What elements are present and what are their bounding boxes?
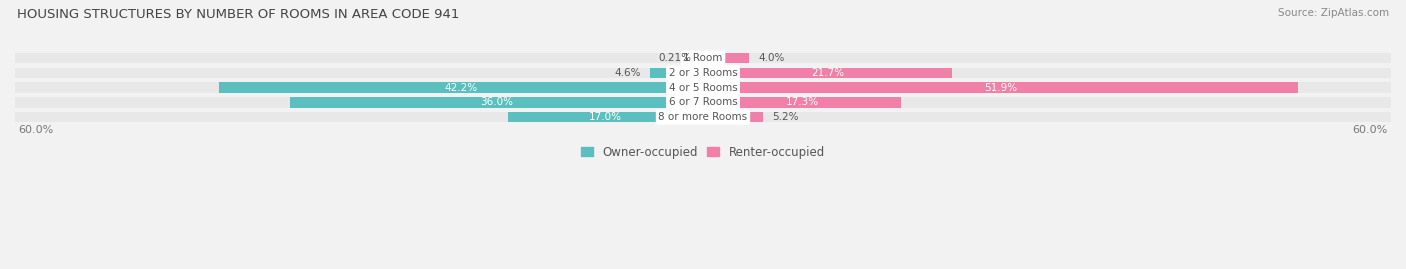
Bar — [703, 82, 1298, 93]
Text: HOUSING STRUCTURES BY NUMBER OF ROOMS IN AREA CODE 941: HOUSING STRUCTURES BY NUMBER OF ROOMS IN… — [17, 8, 460, 21]
Text: 8 or more Rooms: 8 or more Rooms — [658, 112, 748, 122]
Bar — [290, 97, 703, 108]
Bar — [700, 53, 703, 63]
Text: 6 or 7 Rooms: 6 or 7 Rooms — [669, 97, 737, 107]
Text: 60.0%: 60.0% — [18, 125, 53, 136]
Text: 60.0%: 60.0% — [1353, 125, 1388, 136]
Bar — [15, 53, 1391, 63]
Bar — [15, 68, 1391, 78]
Text: 17.3%: 17.3% — [786, 97, 818, 107]
Text: 4.0%: 4.0% — [758, 53, 785, 63]
Bar — [15, 112, 1391, 122]
Text: 4 or 5 Rooms: 4 or 5 Rooms — [669, 83, 737, 93]
Bar — [508, 112, 703, 122]
Text: 4.6%: 4.6% — [614, 68, 641, 78]
Bar — [703, 97, 901, 108]
Text: 2 or 3 Rooms: 2 or 3 Rooms — [669, 68, 737, 78]
Text: 36.0%: 36.0% — [479, 97, 513, 107]
Bar — [703, 68, 952, 78]
Bar — [15, 97, 1391, 108]
Bar — [703, 53, 749, 63]
Bar — [650, 68, 703, 78]
Text: 51.9%: 51.9% — [984, 83, 1017, 93]
Bar — [703, 112, 762, 122]
Text: 5.2%: 5.2% — [772, 112, 799, 122]
Text: 42.2%: 42.2% — [444, 83, 478, 93]
Bar — [219, 82, 703, 93]
Text: 17.0%: 17.0% — [589, 112, 621, 122]
Text: 21.7%: 21.7% — [811, 68, 844, 78]
Text: Source: ZipAtlas.com: Source: ZipAtlas.com — [1278, 8, 1389, 18]
Legend: Owner-occupied, Renter-occupied: Owner-occupied, Renter-occupied — [581, 146, 825, 158]
Text: 1 Room: 1 Room — [683, 53, 723, 63]
Bar — [15, 82, 1391, 93]
Text: 0.21%: 0.21% — [658, 53, 692, 63]
